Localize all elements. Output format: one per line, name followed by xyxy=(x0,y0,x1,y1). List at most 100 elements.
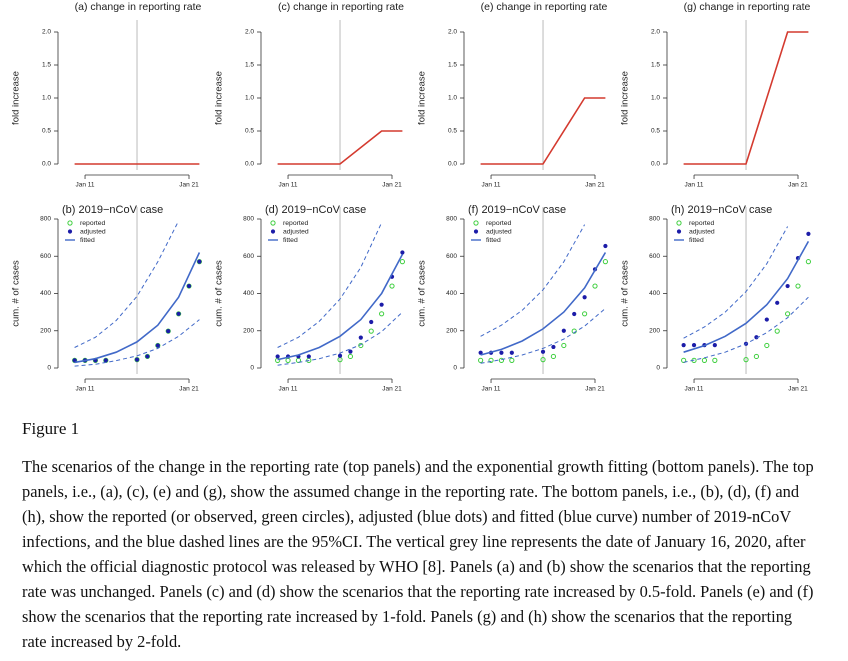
y-tick-label: 800 xyxy=(446,216,457,223)
y-tick-label: 200 xyxy=(649,327,660,334)
ci-line xyxy=(277,311,403,366)
reported-point xyxy=(379,311,385,317)
reported-point xyxy=(561,342,567,349)
reported-point xyxy=(712,357,718,363)
y-tick-label: 1.0 xyxy=(42,95,51,102)
panel-title: (g) change in reporting rate xyxy=(684,1,811,13)
y-tick-label: 0.5 xyxy=(651,128,660,135)
reported-point xyxy=(592,283,598,289)
fitted-curve xyxy=(683,241,810,353)
y-tick-label: 2.0 xyxy=(651,29,660,36)
reported-point xyxy=(389,283,395,289)
y-tick-label: 1.5 xyxy=(448,62,457,69)
y-tick-label: 600 xyxy=(446,253,457,260)
reported-point xyxy=(358,342,364,349)
reported-point xyxy=(753,353,760,360)
adjusted-point xyxy=(306,354,311,359)
y-tick-label: 0 xyxy=(656,365,660,372)
y-axis-label: fold increase xyxy=(11,71,22,125)
reported-point xyxy=(509,357,515,363)
reported-point xyxy=(478,357,484,363)
y-tick-label: 800 xyxy=(40,216,51,223)
legend-symbol xyxy=(473,229,479,234)
reported-point xyxy=(347,353,354,360)
y-axis-label: fold increase xyxy=(214,71,225,125)
adjusted-point xyxy=(499,350,504,355)
adjusted-point xyxy=(369,319,374,325)
x-tick-label: Jan 21 xyxy=(179,386,199,393)
y-tick-label: 0 xyxy=(453,365,457,372)
adjusted-point xyxy=(358,335,363,340)
adjusted-point xyxy=(582,295,587,300)
legend-label: adjusted xyxy=(689,228,715,235)
adjusted-point xyxy=(145,354,150,359)
y-tick-label: 400 xyxy=(243,290,254,297)
y-tick-label: 600 xyxy=(40,253,51,260)
x-tick-label: Jan 11 xyxy=(76,182,95,189)
panel-title: (e) change in reporting rate xyxy=(481,1,608,13)
y-tick-label: 1.5 xyxy=(651,62,660,69)
adjusted-point xyxy=(186,283,192,289)
y-tick-label: 800 xyxy=(649,216,660,223)
y-tick-label: 2.0 xyxy=(42,29,51,36)
legend-symbol xyxy=(473,220,479,226)
y-axis-label: cum. # of cases xyxy=(214,260,225,327)
y-tick-label: 600 xyxy=(649,253,660,260)
x-tick-label: Jan 11 xyxy=(279,182,298,189)
adjusted-point xyxy=(775,300,780,305)
rate-line xyxy=(683,31,809,165)
adjusted-point xyxy=(197,259,202,264)
adjusted-point xyxy=(337,353,343,358)
x-tick-label: Jan 21 xyxy=(788,182,808,189)
adjusted-point xyxy=(155,343,160,348)
adjusted-point xyxy=(103,358,108,363)
panel-title: (c) change in reporting rate xyxy=(278,1,404,13)
y-tick-label: 400 xyxy=(40,290,51,297)
panel-title: (h) 2019−nCoV case xyxy=(671,204,772,216)
adjusted-point xyxy=(134,357,140,362)
y-tick-label: 1.0 xyxy=(448,95,457,102)
x-tick-label: Jan 11 xyxy=(76,386,95,393)
reported-point xyxy=(743,357,749,363)
legend-label: reported xyxy=(689,220,715,227)
y-axis-label: fold increase xyxy=(620,71,631,125)
y-tick-label: 1.5 xyxy=(42,62,51,69)
y-tick-label: 1.0 xyxy=(651,95,660,102)
y-axis-label: cum. # of cases xyxy=(11,260,22,327)
legend-symbol xyxy=(270,229,276,234)
x-tick-label: Jan 21 xyxy=(179,182,199,189)
adjusted-point xyxy=(806,231,811,236)
x-tick-label: Jan 21 xyxy=(585,182,605,189)
panel-title: (b) 2019−nCoV case xyxy=(62,204,163,216)
x-tick-label: Jan 11 xyxy=(482,182,501,189)
adjusted-point xyxy=(166,329,171,334)
y-axis-label: cum. # of cases xyxy=(417,260,428,327)
legend-label: fitted xyxy=(80,237,95,244)
legend-label: fitted xyxy=(486,237,501,244)
adjusted-point xyxy=(509,350,514,355)
reported-point xyxy=(795,283,801,289)
legend-symbol xyxy=(676,220,682,226)
reported-point xyxy=(582,311,588,317)
adjusted-point xyxy=(551,344,556,350)
legend-label: reported xyxy=(80,220,106,227)
ci-line xyxy=(683,296,809,363)
x-tick-label: Jan 21 xyxy=(382,386,402,393)
y-tick-label: 2.0 xyxy=(245,29,254,36)
y-tick-label: 0.5 xyxy=(245,128,254,135)
reported-point xyxy=(488,357,494,363)
y-tick-label: 0.0 xyxy=(651,161,660,168)
reported-point xyxy=(368,328,374,334)
adjusted-point xyxy=(754,335,759,340)
adjusted-point xyxy=(764,317,769,322)
x-tick-label: Jan 11 xyxy=(685,182,704,189)
panel-title: (f) 2019−nCoV case xyxy=(468,204,566,216)
legend-label: fitted xyxy=(689,237,704,244)
adjusted-point xyxy=(478,350,483,355)
y-tick-label: 2.0 xyxy=(448,29,457,36)
reported-point xyxy=(805,259,812,265)
reported-point xyxy=(602,259,609,265)
adjusted-point xyxy=(785,283,790,289)
adjusted-point xyxy=(681,342,686,348)
